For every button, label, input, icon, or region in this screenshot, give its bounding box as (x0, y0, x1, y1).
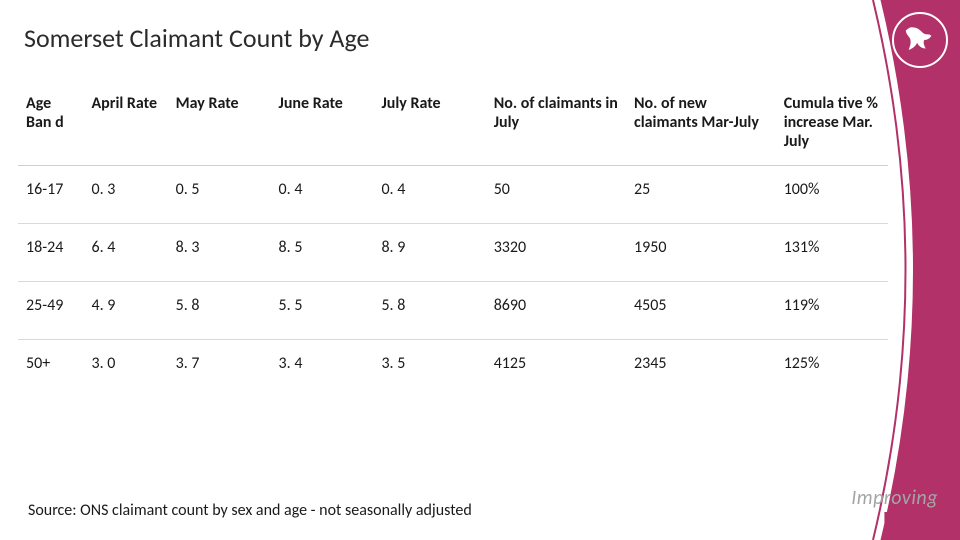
table-cell: 8. 9 (373, 224, 485, 282)
col-header: April Rate (83, 80, 167, 166)
table-cell: 8. 5 (271, 224, 374, 282)
page-title: Somerset Claimant Count by Age (24, 22, 369, 54)
table-cell: 8. 3 (168, 224, 271, 282)
table-row: 18-246. 48. 38. 58. 933201950131% (18, 224, 888, 282)
table-cell: 50 (486, 166, 626, 224)
table-cell: 50+ (18, 340, 83, 398)
data-table-container: Age Ban d April Rate May Rate June Rate … (18, 80, 888, 397)
col-header: No. of claimants in July (486, 80, 626, 166)
col-header: No. of new claimants Mar-July (626, 80, 776, 166)
table-cell: 3320 (486, 224, 626, 282)
col-header: July Rate (373, 80, 485, 166)
col-header: Age Ban d (18, 80, 83, 166)
table-cell: 131% (776, 224, 888, 282)
table-cell: 4. 9 (83, 282, 167, 340)
tagline-line2: LIVES (851, 509, 938, 530)
table-body: 16-170. 30. 50. 40. 45025100%18-246. 48.… (18, 166, 888, 398)
table-header-row: Age Ban d April Rate May Rate June Rate … (18, 80, 888, 166)
col-header: May Rate (168, 80, 271, 166)
table-cell: 0. 4 (373, 166, 485, 224)
table-cell: 5. 8 (168, 282, 271, 340)
table-cell: 8690 (486, 282, 626, 340)
table-cell: 3. 4 (271, 340, 374, 398)
table-cell: 1950 (626, 224, 776, 282)
source-note: Source: ONS claimant count by sex and ag… (28, 501, 472, 520)
table-cell: 4125 (486, 340, 626, 398)
table-cell: 3. 7 (168, 340, 271, 398)
table-cell: 100% (776, 166, 888, 224)
claimant-table: Age Ban d April Rate May Rate June Rate … (18, 80, 888, 397)
table-row: 16-170. 30. 50. 40. 45025100% (18, 166, 888, 224)
tagline: Improving LIVES (851, 488, 938, 530)
table-cell: 125% (776, 340, 888, 398)
table-cell: 6. 4 (83, 224, 167, 282)
table-cell: 119% (776, 282, 888, 340)
table-cell: 18-24 (18, 224, 83, 282)
table-cell: 0. 4 (271, 166, 374, 224)
table-cell: 16-17 (18, 166, 83, 224)
table-cell: 3. 5 (373, 340, 485, 398)
table-row: 25-494. 95. 85. 55. 886904505119% (18, 282, 888, 340)
col-header: Cumula tive % increase Mar. July (776, 80, 888, 166)
table-cell: 25-49 (18, 282, 83, 340)
table-cell: 5. 8 (373, 282, 485, 340)
table-cell: 2345 (626, 340, 776, 398)
table-cell: 5. 5 (271, 282, 374, 340)
table-cell: 4505 (626, 282, 776, 340)
table-cell: 0. 3 (83, 166, 167, 224)
col-header: June Rate (271, 80, 374, 166)
table-cell: 25 (626, 166, 776, 224)
table-row: 50+3. 03. 73. 43. 541252345125% (18, 340, 888, 398)
dragon-icon (903, 23, 937, 57)
tagline-line1: Improving (851, 488, 938, 509)
table-cell: 0. 5 (168, 166, 271, 224)
table-cell: 3. 0 (83, 340, 167, 398)
brand-logo (892, 12, 948, 68)
